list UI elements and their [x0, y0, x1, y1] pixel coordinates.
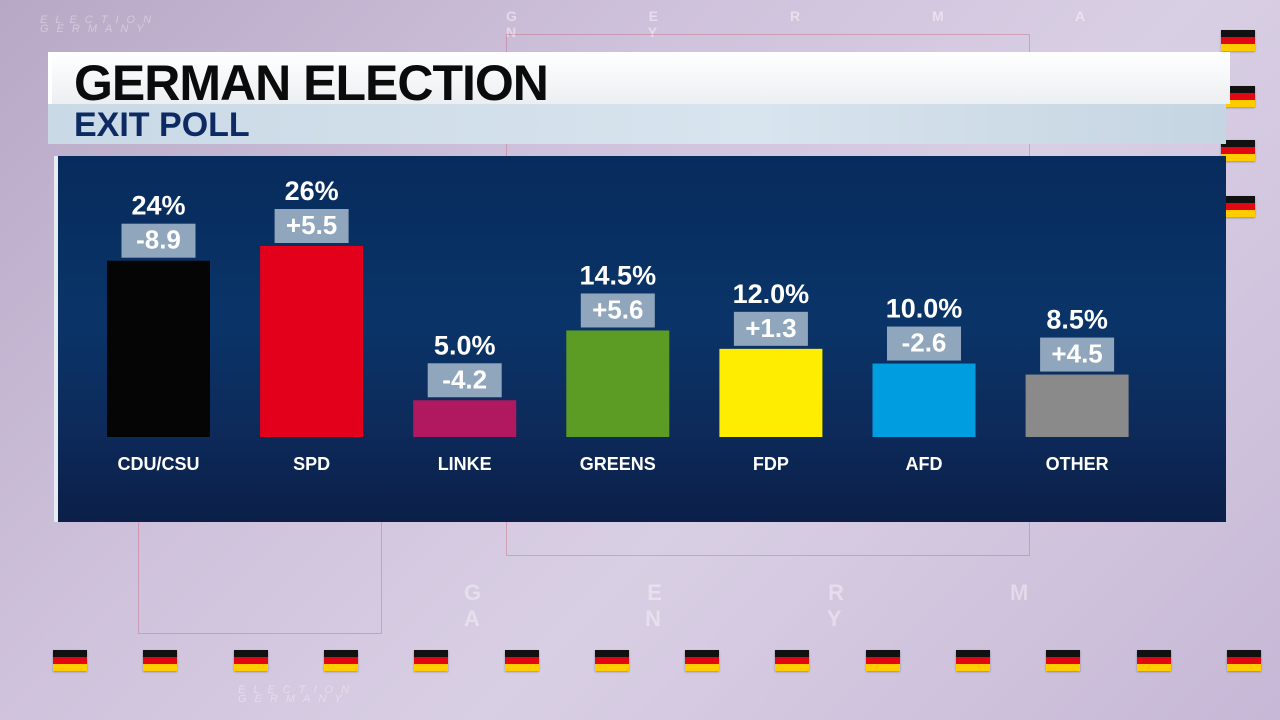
change-box [274, 209, 349, 243]
german-flag-icon [594, 650, 629, 671]
category-label: SPD [293, 454, 330, 474]
category-label: OTHER [1046, 454, 1109, 474]
bg-small-line: ELECTION [40, 14, 160, 26]
value-label: 14.5% [580, 260, 657, 290]
change-label: +5.6 [592, 294, 643, 324]
german-flag-icon [414, 650, 449, 671]
category-label: GREENS [580, 454, 656, 474]
bar [719, 348, 823, 437]
category-label: AFD [906, 454, 943, 474]
german-flag-icon [1226, 650, 1261, 671]
bg-word-germany-top: G E R M A N Y [506, 8, 1149, 40]
category-label: CDU/CSU [117, 454, 199, 474]
bar [872, 363, 976, 437]
bar [566, 330, 670, 437]
german-flag-icon [1221, 196, 1255, 217]
change-box [733, 311, 808, 346]
german-flag-icon [143, 650, 178, 671]
german-flag-icon [956, 650, 990, 671]
german-flag-icon [504, 650, 539, 671]
page-subtitle: EXIT POLL [74, 106, 250, 144]
bg-election-germany-top: ELECTION GERMANY [40, 14, 160, 35]
category-label: FDP [753, 454, 789, 474]
change-box [1040, 337, 1115, 372]
subtitle-bar: EXIT POLL [48, 104, 1226, 144]
german-flag-icon [233, 650, 268, 671]
bar [413, 400, 517, 437]
bar [107, 260, 210, 437]
panel-edge [54, 156, 58, 522]
german-flag-icon [775, 650, 810, 671]
change-box [887, 326, 961, 361]
value-label: 5.0% [434, 330, 496, 360]
change-label: +5.5 [286, 210, 337, 240]
change-box [121, 223, 196, 258]
german-flag-icon [53, 650, 87, 671]
change-box [427, 363, 502, 398]
change-box [580, 293, 655, 328]
value-label: 24% [131, 191, 185, 221]
german-flag-icon [1221, 140, 1255, 161]
bg-election-germany-bottom: ELECTION GERMANY [238, 684, 358, 705]
bg-small-line: GERMANY [238, 693, 350, 705]
german-flag-icon [685, 650, 720, 671]
title-bar: GERMAN ELECTION [48, 52, 1230, 111]
value-label: 8.5% [1046, 305, 1108, 335]
change-label: -2.6 [902, 328, 947, 358]
page-title: GERMAN ELECTION [74, 55, 549, 111]
bg-word-germany-mid: G E R M A N Y [464, 580, 1109, 631]
category-label: LINKE [438, 454, 492, 474]
header: GERMAN ELECTION EXIT POLL [48, 52, 1230, 144]
value-label: 26% [285, 176, 339, 206]
german-flag-icon [865, 650, 900, 671]
german-flag-icon [1136, 650, 1171, 671]
german-flag-icon [323, 650, 358, 671]
bg-small-line: GERMANY [40, 23, 152, 35]
change-label: -8.9 [136, 225, 181, 255]
change-label: -4.2 [442, 364, 487, 394]
german-flag-icon [1046, 650, 1081, 671]
german-flag-icon [1221, 30, 1255, 51]
bg-small-line: ELECTION [238, 684, 358, 696]
change-label: +1.3 [745, 313, 796, 343]
value-label: 12.0% [733, 279, 810, 309]
bar [260, 246, 364, 437]
value-label: 10.0% [886, 294, 963, 324]
change-label: +4.5 [1051, 339, 1102, 369]
bar [1025, 374, 1129, 437]
